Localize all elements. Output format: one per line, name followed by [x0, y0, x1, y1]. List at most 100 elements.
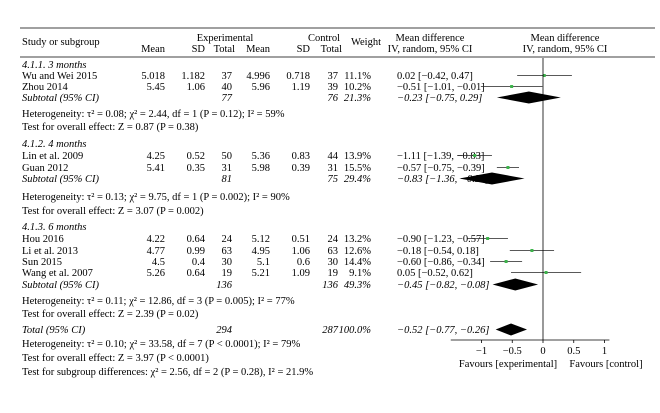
x-tick-label: 0: [540, 346, 545, 357]
weight-value: 13.9%: [344, 151, 371, 162]
favours-experimental-label: Favours [experimental]: [459, 359, 557, 370]
exp-sd: 0.99: [187, 246, 205, 257]
ci-value: −1.11 [−1.39, −0.83]: [397, 151, 484, 162]
total-ci: −0.52 [−0.77, −0.26]: [397, 325, 489, 336]
subtotal-weight: 49.3%: [344, 280, 371, 291]
study-name: Guan 2012: [22, 163, 68, 174]
total-ctrl-total: 287: [322, 325, 339, 336]
point-estimate: [544, 271, 548, 274]
exp-mean-header: Mean: [141, 44, 166, 55]
total-exp-total: 294: [216, 325, 233, 336]
subgroup-title: 4.1.2. 4 months: [22, 139, 86, 150]
favours-control-label: Favours [control]: [569, 359, 642, 370]
subtotal-ctrl-total: 75: [328, 174, 339, 185]
ctrl-total: 31: [328, 163, 339, 174]
plot-md-sub-header: IV, random, 95% CI: [523, 44, 608, 55]
point-estimate: [530, 249, 534, 252]
heterogeneity-text: Heterogeneity: τ² = 0.11; χ² = 12.86, df…: [22, 296, 295, 307]
x-tick-label: 1: [602, 346, 607, 357]
md-sub-header: IV, random, 95% CI: [388, 44, 473, 55]
weight-value: 11.1%: [344, 71, 371, 82]
point-estimate: [486, 237, 490, 240]
exp-total: 63: [222, 246, 233, 257]
exp-sd: 1.06: [187, 82, 205, 93]
heterogeneity-text: Heterogeneity: τ² = 0.13; χ² = 9.75, df …: [22, 192, 290, 203]
exp-mean: 4.22: [147, 234, 165, 245]
subtotal-ci: −0.83 [−1.36, −0.30]: [397, 174, 489, 185]
ci-value: −0.51 [−1.01, −0.01]: [397, 82, 485, 93]
ctrl-mean: 5.21: [252, 268, 270, 279]
exp-sd: 0.64: [187, 268, 206, 279]
ctrl-total: 24: [328, 234, 339, 245]
x-tick-label: 0.5: [567, 346, 580, 357]
ctrl-sd: 1.06: [292, 246, 310, 257]
footer-line: Test for subgroup differences: χ² = 2.56…: [22, 367, 313, 378]
subgroup-title: 4.1.3. 6 months: [22, 222, 86, 233]
subtotal-exp-total: 81: [222, 174, 233, 185]
study-name: Zhou 2014: [22, 82, 69, 93]
exp-mean: 5.26: [147, 268, 165, 279]
exp-sd: 0.35: [187, 163, 205, 174]
overall-effect-text: Test for overall effect: Z = 0.87 (P = 0…: [22, 122, 199, 133]
plot-md-header: Mean difference: [531, 33, 600, 44]
subtotal-ci: −0.45 [−0.82, −0.08]: [397, 280, 489, 291]
subtotal-exp-total: 136: [216, 280, 233, 291]
study-name: Sun 2015: [22, 257, 62, 268]
weight-value: 13.2%: [344, 234, 371, 245]
ctrl-sd: 0.51: [292, 234, 310, 245]
subtotal-label: Subtotal (95% CI): [22, 280, 99, 291]
exp-total: 24: [222, 234, 233, 245]
ctrl-mean: 5.36: [252, 151, 270, 162]
subtotal-ctrl-total: 76: [328, 93, 339, 104]
study-header: Study or subgroup: [22, 37, 100, 48]
ctrl-mean: 5.12: [252, 234, 270, 245]
exp-total: 37: [222, 71, 233, 82]
exp-mean: 5.018: [141, 71, 165, 82]
ci-value: −0.60 [−0.86, −0.34]: [397, 257, 485, 268]
point-estimate: [504, 260, 508, 263]
exp-mean: 5.45: [147, 82, 165, 93]
total-weight: 100.0%: [339, 325, 372, 336]
study-name: Li et al. 2013: [22, 246, 78, 257]
study-name: Wu and Wei 2015: [22, 71, 97, 82]
subtotal-exp-total: 77: [222, 93, 233, 104]
md-header: Mean difference: [396, 33, 465, 44]
ctrl-total: 37: [328, 71, 339, 82]
weight-header: Weight: [351, 37, 381, 48]
subtotal-label: Subtotal (95% CI): [22, 174, 99, 185]
study-name: Lin et al. 2009: [22, 151, 83, 162]
heterogeneity-text: Heterogeneity: τ² = 0.08; χ² = 2.44, df …: [22, 109, 285, 120]
ctrl-mean-header: Mean: [246, 44, 271, 55]
ctrl-mean: 4.95: [252, 246, 270, 257]
subtotal-diamond: [496, 91, 561, 104]
ci-value: −0.18 [−0.54, 0.18]: [397, 246, 479, 257]
footer-line: Heterogeneity: τ² = 0.10; χ² = 33.58, df…: [22, 339, 300, 350]
x-tick-label: −0.5: [503, 346, 522, 357]
ci-value: −0.57 [−0.75, −0.39]: [397, 163, 485, 174]
point-estimate: [542, 74, 546, 77]
exp-mean: 4.5: [152, 257, 165, 268]
exp-mean: 5.41: [147, 163, 165, 174]
exp-total: 19: [222, 268, 233, 279]
exp-total: 50: [222, 151, 233, 162]
subgroup-title: 4.1.1. 3 months: [22, 60, 86, 71]
exp-total: 31: [222, 163, 233, 174]
ctrl-mean: 5.1: [257, 257, 270, 268]
ctrl-total: 44: [328, 151, 339, 162]
subtotal-weight: 29.4%: [344, 174, 371, 185]
study-name: Hou 2016: [22, 234, 64, 245]
subtotal-diamond: [492, 278, 539, 291]
exp-sd: 0.64: [187, 234, 206, 245]
weight-value: 9.1%: [349, 268, 371, 279]
subtotal-weight: 21.3%: [344, 93, 371, 104]
subtotal-label: Subtotal (95% CI): [22, 93, 99, 104]
point-estimate: [510, 85, 514, 88]
exp-sd: 0.52: [187, 151, 205, 162]
exp-sd: 0.4: [192, 257, 206, 268]
experimental-header: Experimental: [197, 33, 254, 44]
footer-line: Test for overall effect: Z = 3.97 (P < 0…: [22, 353, 209, 364]
exp-mean: 4.77: [147, 246, 165, 257]
point-estimate: [506, 166, 510, 169]
weight-value: 10.2%: [344, 82, 371, 93]
